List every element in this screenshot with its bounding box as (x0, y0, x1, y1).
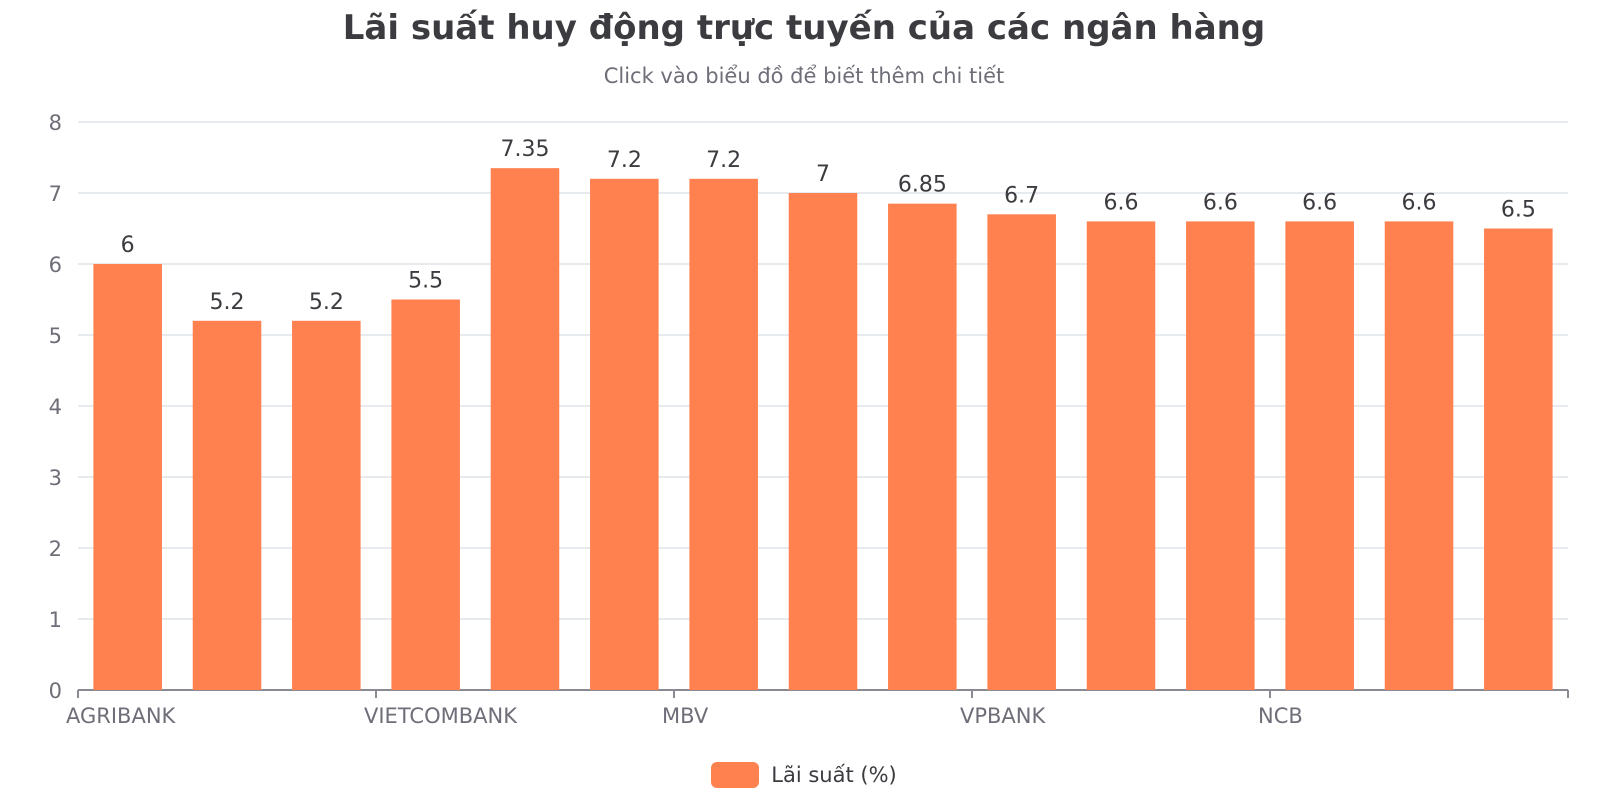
y-tick-label: 5 (49, 324, 62, 348)
bar[interactable] (1384, 221, 1454, 690)
data-label: 5.2 (210, 290, 245, 315)
data-label: 6.6 (1104, 190, 1139, 215)
data-label: 7.35 (501, 137, 550, 162)
bar[interactable] (590, 178, 659, 691)
x-tick-label: NCB (1258, 704, 1303, 728)
chart-title: Lãi suất huy động trực tuyến của các ngâ… (342, 8, 1266, 48)
bar[interactable] (1484, 228, 1553, 691)
legend[interactable]: Lãi suất (%) (0, 762, 1608, 788)
data-label: 7.2 (706, 148, 741, 173)
legend-swatch[interactable] (711, 762, 760, 788)
bar[interactable] (788, 193, 858, 690)
data-label: 5.2 (309, 290, 344, 315)
y-tick-label: 0 (49, 679, 62, 703)
y-tick-label: 3 (49, 466, 62, 490)
x-tick-label: AGRIBANK (66, 704, 177, 728)
bar[interactable] (93, 264, 162, 690)
data-label: 6.6 (1302, 190, 1337, 215)
data-label: 6.7 (1004, 183, 1039, 208)
data-label: 6.6 (1402, 190, 1437, 215)
x-tick-label: MBV (662, 704, 709, 728)
data-label: 6 (121, 233, 135, 258)
bar[interactable] (1086, 221, 1156, 690)
bar[interactable] (192, 320, 262, 690)
x-tick-label: VPBANK (960, 704, 1047, 728)
y-tick-label: 6 (49, 253, 62, 277)
data-label: 6.85 (898, 173, 947, 198)
data-label: 5.5 (408, 269, 443, 294)
bar[interactable] (689, 178, 758, 691)
bar[interactable] (1285, 221, 1354, 690)
legend-label[interactable]: Lãi suất (%) (771, 763, 897, 787)
data-label: 7.2 (607, 148, 642, 173)
y-tick-label: 7 (49, 182, 62, 206)
y-tick-label: 2 (49, 537, 62, 561)
y-tick-label: 8 (49, 111, 62, 135)
bar[interactable] (987, 214, 1056, 691)
bar[interactable] (1186, 221, 1255, 690)
chart-subtitle: Click vào biểu đồ để biết thêm chi tiết (603, 64, 1005, 88)
y-tick-label: 1 (49, 608, 62, 632)
bar[interactable] (888, 203, 957, 690)
data-label: 7 (816, 162, 830, 187)
bar[interactable] (391, 299, 460, 691)
y-tick-label: 4 (49, 395, 62, 419)
bar[interactable] (292, 320, 361, 690)
x-tick-label: VIETCOMBANK (364, 704, 518, 728)
data-label: 6.5 (1501, 198, 1536, 223)
bar[interactable] (490, 168, 560, 690)
data-label: 6.6 (1203, 190, 1238, 215)
